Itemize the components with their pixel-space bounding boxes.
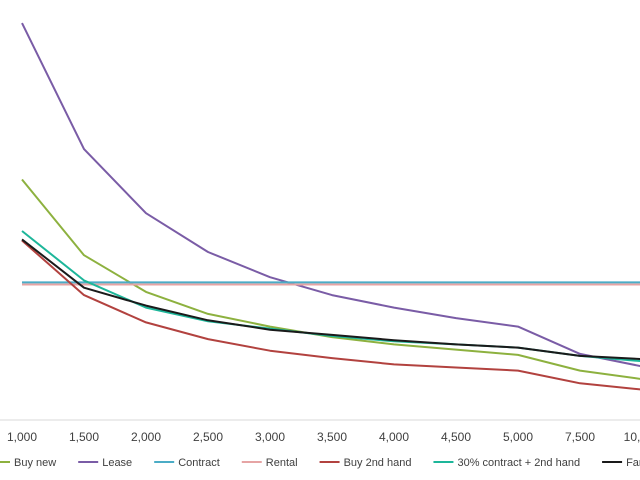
series-line-0 xyxy=(21,178,640,380)
legend-item: 30% contract + 2nd hand xyxy=(433,457,580,469)
series-lines xyxy=(21,22,640,391)
x-tick-label: 10,000 xyxy=(624,430,640,444)
x-tick-labels: 1,000 1,500 2,000 2,500 3,000 3,500 4,000 4,500… xyxy=(7,430,640,444)
x-tick-label: 1,500 xyxy=(69,430,99,444)
legend-label: Contract xyxy=(178,457,220,469)
x-tick-label: 5,000 xyxy=(503,430,533,444)
x-tick-label: 4,500 xyxy=(441,430,471,444)
legend-item: Contract xyxy=(154,457,220,469)
legend-label: Buy new xyxy=(14,457,56,469)
x-tick-label: 3,000 xyxy=(255,430,285,444)
legend-label: Farm share 50/50 xyxy=(626,457,640,469)
x-tick-label: 2,500 xyxy=(193,430,223,444)
legend-item: Buy 2nd hand xyxy=(319,457,412,469)
legend-label: Buy 2nd hand xyxy=(344,457,412,469)
x-tick-label: 4,000 xyxy=(379,430,409,444)
x-tick-label: 2,000 xyxy=(131,430,161,444)
series-line-6 xyxy=(21,238,640,360)
x-tick-label: 7,500 xyxy=(565,430,595,444)
legend: Buy new Lease Contract Rental Buy 2nd hand 30… xyxy=(0,457,640,469)
x-tick-label: 3,500 xyxy=(317,430,347,444)
legend-item: Buy new xyxy=(0,457,56,469)
legend-label: Rental xyxy=(266,457,298,469)
series-line-4 xyxy=(21,239,640,391)
legend-item: Lease xyxy=(78,457,132,469)
legend-item: Farm share 50/50 xyxy=(602,457,640,469)
legend-label: Lease xyxy=(102,457,132,469)
legend-label: 30% contract + 2nd hand xyxy=(457,457,580,469)
x-tick-label: 1,000 xyxy=(7,430,37,444)
legend-item: Rental xyxy=(241,457,298,469)
series-line-1 xyxy=(21,22,640,368)
